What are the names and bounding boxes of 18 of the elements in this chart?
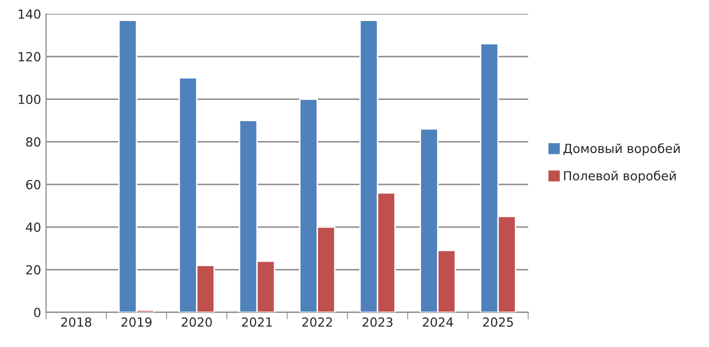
x-tick-label: 2023 [362, 317, 392, 327]
x-tick-label: 2024 [422, 317, 454, 327]
y-tick-label: 0 [34, 308, 40, 318]
y-tick-label: 80 [26, 137, 40, 147]
legend-label: Домовый воробей [563, 143, 680, 156]
x-tick-label: 2021 [242, 317, 272, 327]
x-tick-label: 2020 [182, 317, 212, 327]
y-tick-label: 20 [26, 265, 40, 275]
x-tick-label: 2019 [121, 317, 152, 327]
y-tick-label: 140 [18, 9, 40, 19]
y-tick-label: 120 [18, 52, 40, 62]
y-tick-label: 40 [26, 222, 40, 232]
x-tick-label: 2025 [483, 317, 513, 327]
x-tick-label: 2022 [302, 317, 332, 327]
y-tick-label: 100 [18, 94, 40, 104]
legend-label: Полевой воробей [564, 170, 676, 183]
y-tick-label: 60 [26, 180, 40, 190]
x-tick-label: 2018 [61, 317, 92, 327]
